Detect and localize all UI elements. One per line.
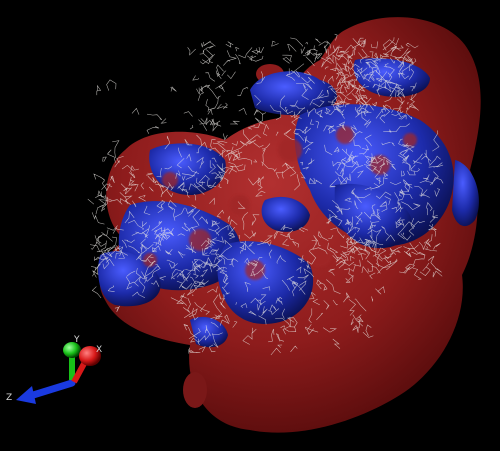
x-axis-arrow: X (71, 345, 102, 384)
y-axis-arrow: Y (63, 335, 81, 380)
z-axis-label: Z (6, 393, 12, 403)
x-axis-label: X (96, 345, 102, 355)
axes-triad[interactable]: Z Y X (6, 335, 102, 404)
y-axis-label: Y (73, 335, 80, 345)
z-axis-arrow: Z (6, 379, 76, 404)
blue-surface (98, 58, 479, 348)
stick-bonds (87, 33, 444, 356)
protein-stick-model (87, 33, 444, 356)
